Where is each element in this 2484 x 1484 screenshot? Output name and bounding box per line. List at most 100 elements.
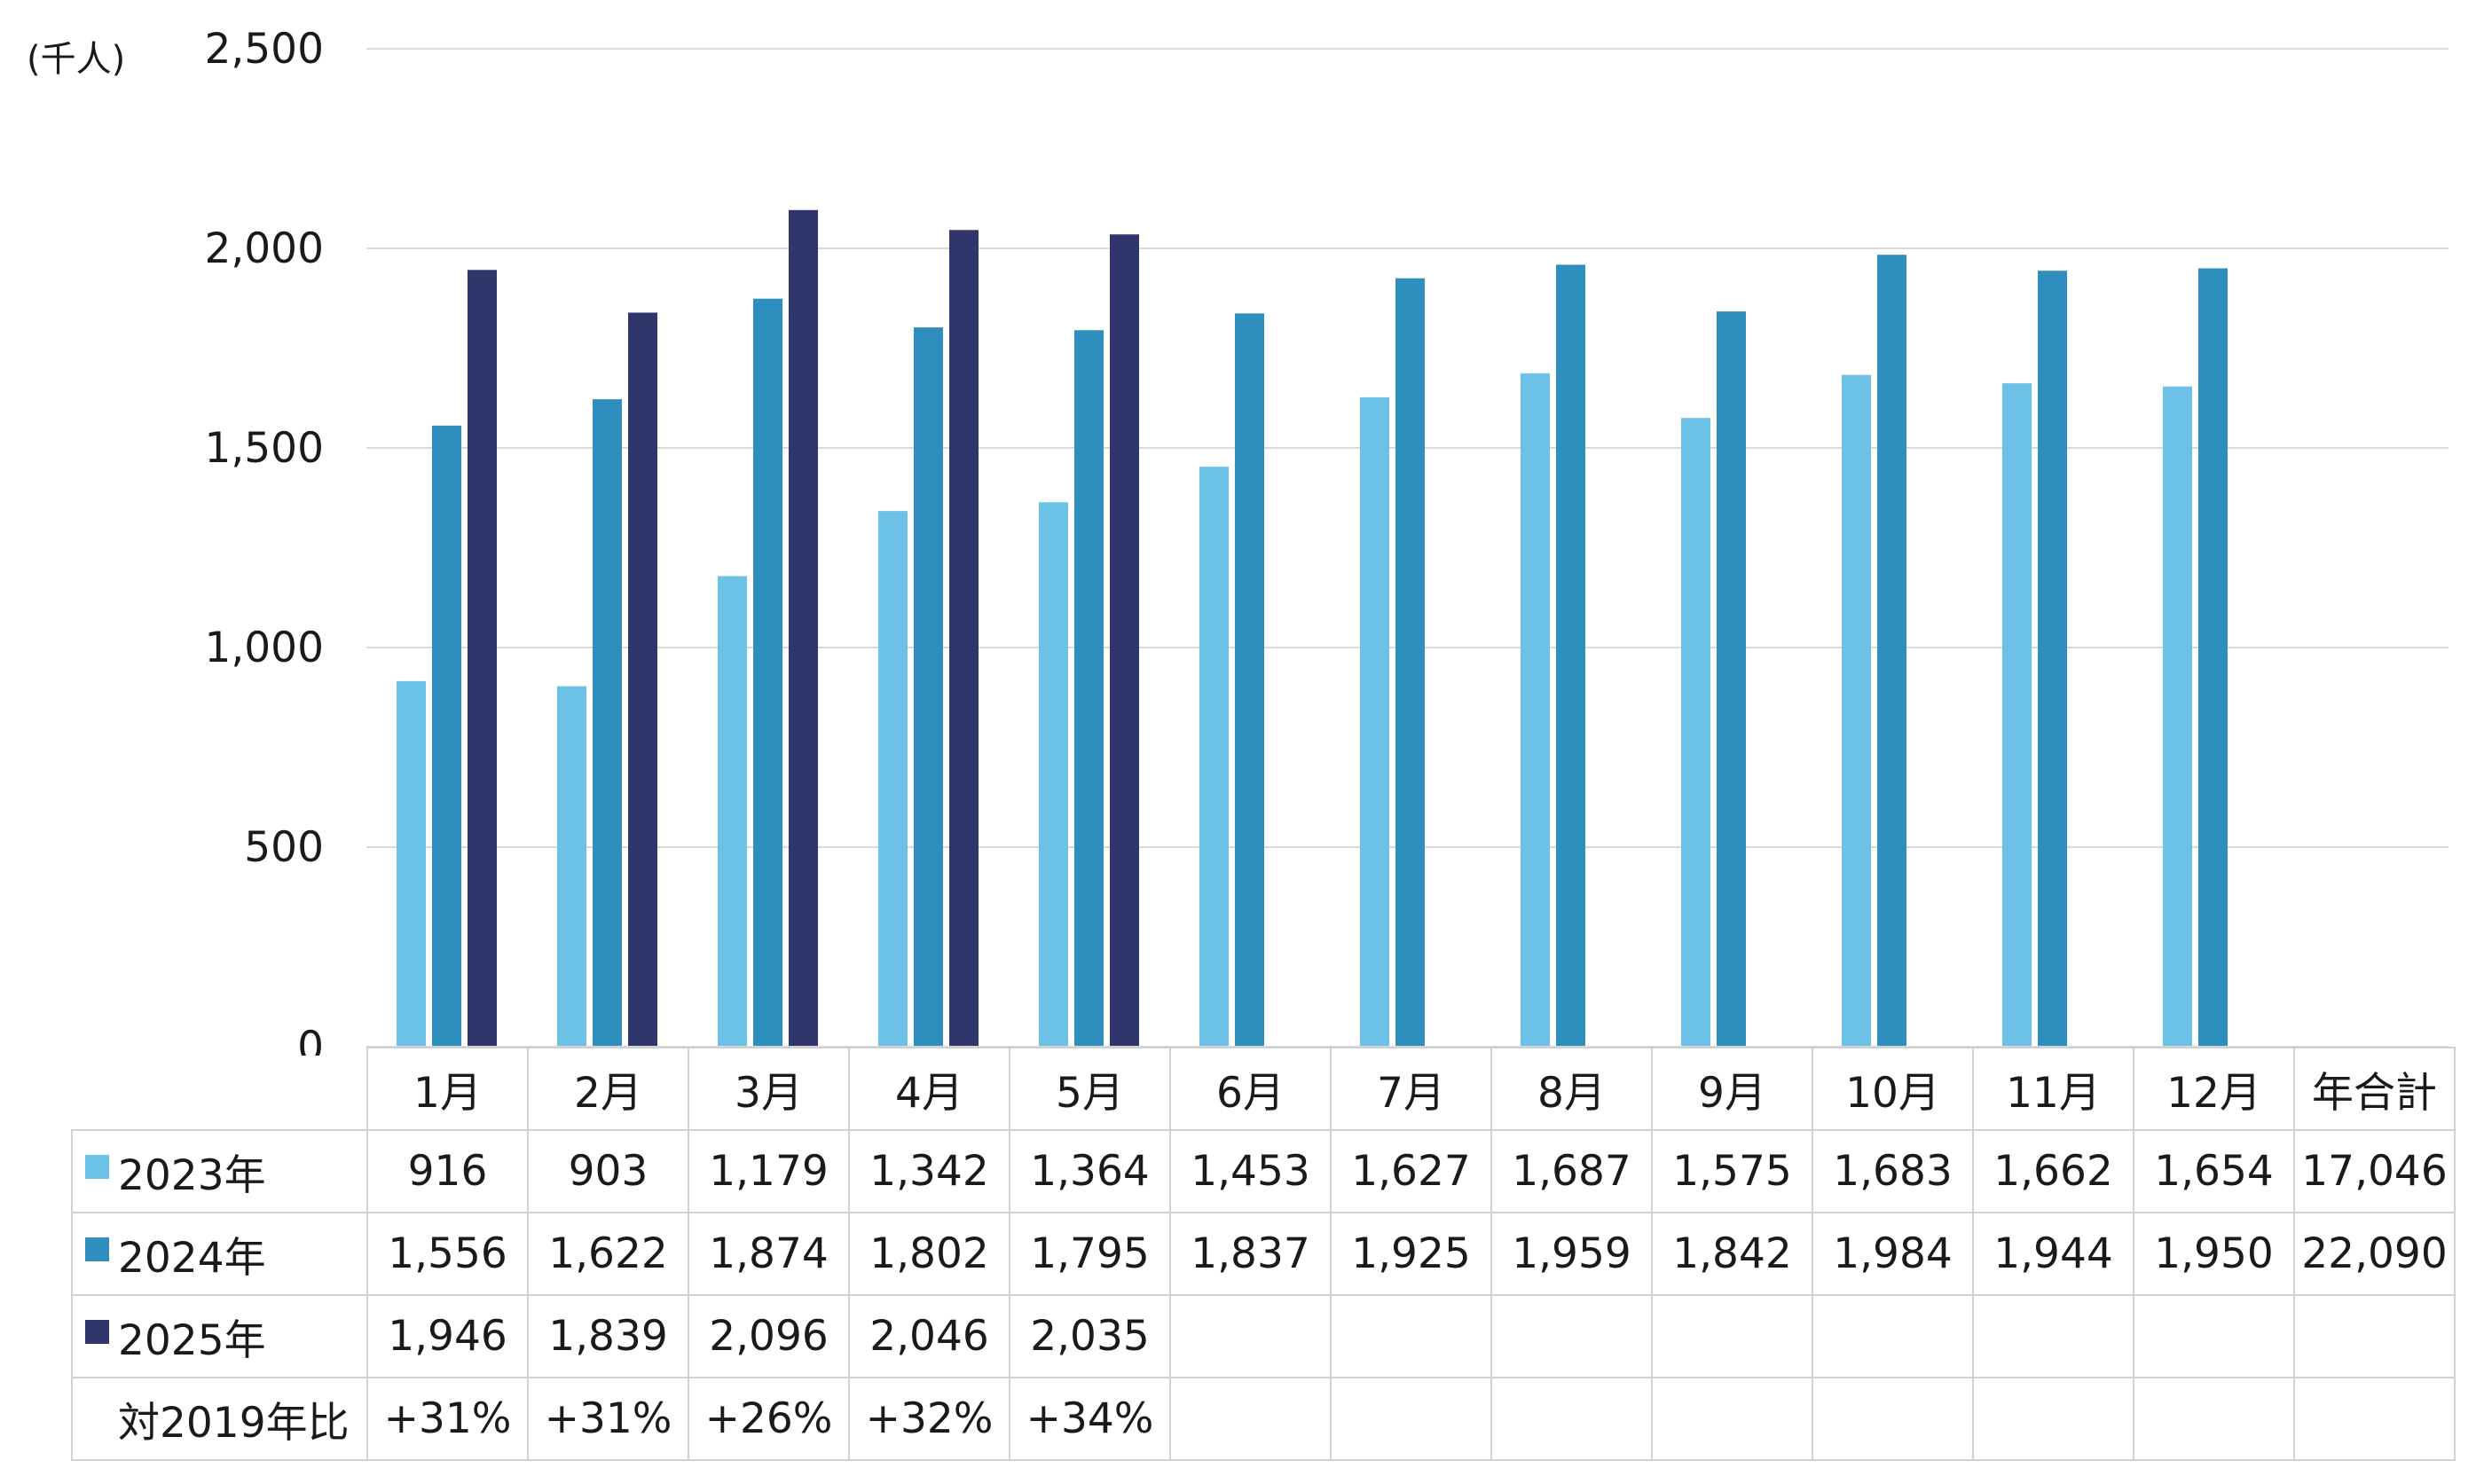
bar — [1395, 278, 1425, 1047]
table-cell — [1169, 1377, 1332, 1461]
table-cell: 1,453 — [1169, 1129, 1332, 1213]
bar — [2198, 268, 2228, 1047]
table-row: 対2019年比 +31% +31% +26% +32% +34% — [71, 1377, 2456, 1461]
table-row: 2023年 916 903 1,179 1,342 1,364 1,453 1,627 1,68… — [71, 1129, 2456, 1213]
table-cell: 17,046 — [2293, 1129, 2456, 1213]
row-label: 2023年 — [71, 1129, 368, 1213]
table-cell: 1,950 — [2133, 1212, 2295, 1296]
legend-label: 2025年 — [118, 1316, 266, 1365]
table-cell: 2,046 — [848, 1294, 1010, 1378]
x-tick-label: 4月 — [848, 1047, 1010, 1131]
bar — [628, 312, 657, 1047]
x-tick-label: 年合計 — [2293, 1047, 2456, 1131]
y-tick-label: 1,000 — [204, 624, 324, 672]
table-cell — [1651, 1294, 1813, 1378]
bar — [718, 576, 747, 1047]
x-tick-label: 12月 — [2133, 1047, 2295, 1131]
x-tick-label: 3月 — [688, 1047, 850, 1131]
x-tick-label: 11月 — [1972, 1047, 2134, 1131]
bar — [1235, 313, 1264, 1048]
bar — [2002, 383, 2032, 1048]
data-table: 1月 2月 3月 4月 5月 6月 7月 8月 9月 10月 11月 12月 年合計 2023年 916 90… — [71, 1047, 2456, 1461]
y-tick-label: 1,500 — [204, 424, 324, 473]
legend-swatch — [85, 1155, 109, 1179]
bar — [949, 230, 979, 1047]
y-tick-label: 500 — [244, 823, 324, 872]
table-cell — [1812, 1294, 1974, 1378]
bar — [1556, 264, 1585, 1047]
x-tick-label: 6月 — [1169, 1047, 1332, 1131]
table-cell: +31% — [527, 1377, 689, 1461]
table-cell: 1,984 — [1812, 1212, 1974, 1296]
table-cell: 1,874 — [688, 1212, 850, 1296]
table-cell — [2293, 1294, 2456, 1378]
table-header-row: 1月 2月 3月 4月 5月 6月 7月 8月 9月 10月 11月 12月 年合計 — [72, 1047, 2456, 1131]
table-cell: 2,035 — [1009, 1294, 1171, 1378]
bar — [557, 686, 586, 1047]
bar — [1842, 374, 1871, 1047]
bar — [1521, 373, 1550, 1048]
bar — [2163, 386, 2192, 1047]
bar — [432, 425, 461, 1047]
table-cell: 1,575 — [1651, 1129, 1813, 1213]
table-cell — [2133, 1377, 2295, 1461]
bar — [1360, 397, 1389, 1048]
table-cell: 2,096 — [688, 1294, 850, 1378]
table-cell — [2133, 1294, 2295, 1378]
table-cell — [1330, 1377, 1492, 1461]
x-tick-label: 8月 — [1490, 1047, 1653, 1131]
table-cell: 1,959 — [1490, 1212, 1653, 1296]
table-cell: 1,364 — [1009, 1129, 1171, 1213]
table-cell — [1330, 1294, 1492, 1378]
table-cell: 1,946 — [366, 1294, 529, 1378]
bar — [878, 511, 908, 1047]
bar — [1877, 255, 1906, 1047]
table-cell — [1812, 1377, 1974, 1461]
legend-label: 対2019年比 — [118, 1399, 350, 1448]
table-cell: 1,944 — [1972, 1212, 2134, 1296]
table-cell — [1169, 1294, 1332, 1378]
table-cell: 1,795 — [1009, 1212, 1171, 1296]
table-cell: +34% — [1009, 1377, 1171, 1461]
bar — [1717, 311, 1746, 1048]
table-corner-cell — [72, 1048, 368, 1131]
x-tick-label: 2月 — [527, 1047, 689, 1131]
y-axis-unit-label: (千人) — [27, 39, 126, 80]
table-cell: 1,842 — [1651, 1212, 1813, 1296]
x-tick-label: 5月 — [1009, 1047, 1171, 1131]
x-tick-label: 10月 — [1812, 1047, 1974, 1131]
bar — [1110, 234, 1139, 1047]
legend-swatch — [85, 1320, 109, 1344]
y-tick-label: 2,500 — [204, 25, 324, 74]
row-label: 対2019年比 — [71, 1377, 368, 1461]
legend-swatch — [85, 1237, 109, 1261]
bar — [789, 209, 818, 1048]
table-cell — [1651, 1377, 1813, 1461]
table-cell: 1,687 — [1490, 1129, 1653, 1213]
table-cell: 1,179 — [688, 1129, 850, 1213]
table-cell: 1,654 — [2133, 1129, 2295, 1213]
table-cell: 1,342 — [848, 1129, 1010, 1213]
bar — [914, 327, 943, 1048]
table-cell: 1,802 — [848, 1212, 1010, 1296]
bar — [1039, 502, 1068, 1047]
table-cell — [1972, 1377, 2134, 1461]
table-cell: 903 — [527, 1129, 689, 1213]
legend-label: 2023年 — [118, 1151, 266, 1200]
table-cell: +26% — [688, 1377, 850, 1461]
x-tick-label: 1月 — [366, 1047, 529, 1131]
y-tick-label: 2,000 — [204, 224, 324, 273]
table-cell: 1,683 — [1812, 1129, 1974, 1213]
table-cell: 1,627 — [1330, 1129, 1492, 1213]
table-row: 2025年 1,946 1,839 2,096 2,046 2,035 — [71, 1294, 2456, 1378]
table-row: 2024年 1,556 1,622 1,874 1,802 1,795 1,837 1,925… — [71, 1212, 2456, 1296]
bar — [468, 270, 497, 1047]
bar — [2038, 271, 2067, 1047]
table-cell: 1,622 — [527, 1212, 689, 1296]
table-cell — [1490, 1377, 1653, 1461]
bar — [1199, 467, 1229, 1047]
table-cell — [1972, 1294, 2134, 1378]
bar — [397, 680, 426, 1047]
table-cell: 916 — [366, 1129, 529, 1213]
